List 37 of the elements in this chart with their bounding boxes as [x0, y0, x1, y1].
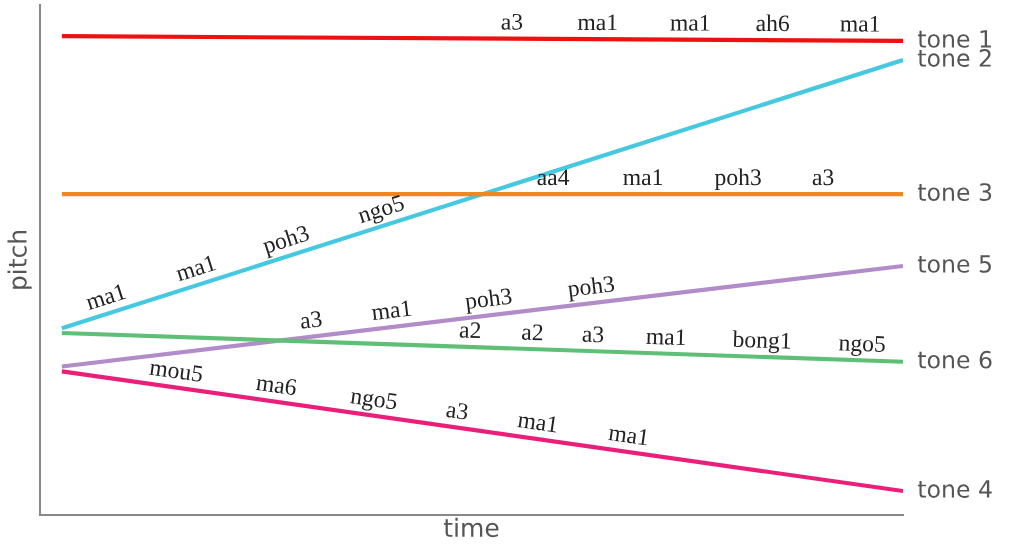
series-label: tone 3: [917, 183, 992, 202]
text: ma1: [577, 14, 617, 31]
series-label: tone 6: [917, 350, 992, 369]
annotation: poh3: [464, 287, 513, 314]
series-label: tone 2: [917, 49, 991, 67]
annotation: ma1: [174, 254, 217, 282]
text: ah6: [756, 14, 790, 32]
text: ma1: [840, 15, 880, 32]
text: ma1: [670, 14, 710, 31]
annotation: poh3: [567, 274, 616, 302]
annotation: ma1: [608, 424, 649, 446]
x-axis-title: time: [443, 517, 499, 538]
annotation: a3: [582, 325, 604, 343]
annotation: ngo5: [838, 334, 886, 357]
annotation: a3: [445, 401, 469, 420]
series-label: tone 5: [917, 255, 991, 273]
annotation: ma1: [623, 169, 662, 186]
annotation: ma6: [255, 374, 298, 396]
annotation: ma1: [646, 328, 686, 346]
annotation: bong1: [732, 330, 791, 354]
annotation: a3: [812, 169, 834, 186]
annotation: a3: [299, 310, 323, 329]
series-label: tone 4: [917, 480, 992, 498]
annotation: ngo5: [349, 387, 398, 415]
series-label: tone 1: [917, 30, 991, 48]
annotation: ma1: [84, 283, 127, 311]
annotation: a2: [521, 323, 543, 341]
annotation: poh3: [714, 168, 761, 190]
annotation: ngo5: [356, 194, 407, 229]
annotation: a2: [459, 321, 481, 339]
annotation: aa4: [537, 169, 570, 186]
annotation: ma1: [517, 411, 558, 433]
annotation: mou5: [149, 359, 204, 383]
annotation: poh3: [261, 224, 312, 259]
annotation: ma1: [371, 300, 412, 321]
y-axis-title: pitch: [7, 231, 32, 289]
text: a3: [501, 13, 523, 30]
